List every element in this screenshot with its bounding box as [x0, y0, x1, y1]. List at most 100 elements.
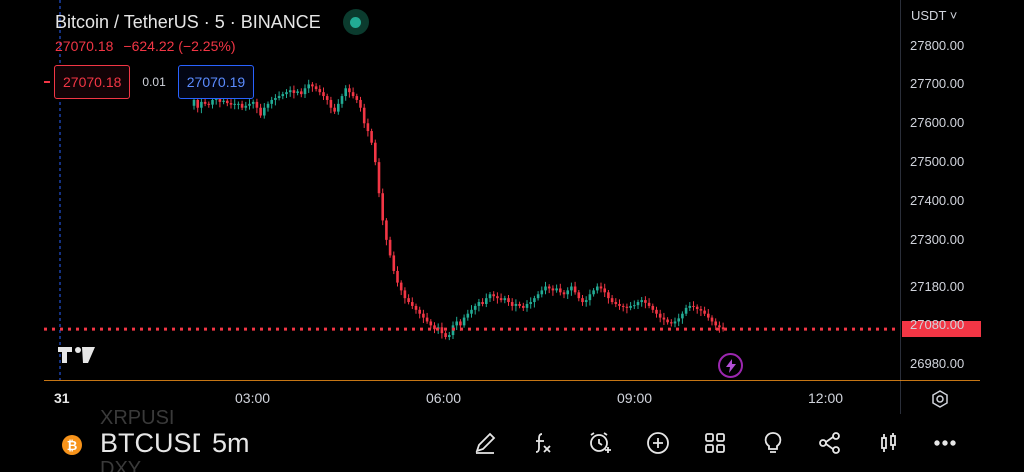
candle-body: [366, 123, 370, 132]
candle-body: [337, 103, 340, 112]
candle-body: [211, 99, 214, 105]
candle-body: [477, 302, 481, 306]
candle-body: [266, 103, 270, 108]
candle-body: [481, 302, 484, 304]
candle-body: [592, 290, 595, 295]
candle-body: [355, 96, 359, 100]
ghost-symbol-below: DXY: [100, 458, 142, 472]
candle-body: [429, 321, 433, 326]
candle-body: [462, 317, 466, 326]
candle-body: [240, 103, 244, 108]
add-icon[interactable]: [643, 428, 673, 458]
candle-body: [433, 325, 436, 330]
price-axis[interactable]: USDT ˅ 27800.00 27700.00 27600.00 27500.00 2…: [900, 0, 981, 414]
interval-selector[interactable]: 5m: [212, 428, 250, 458]
candle-body: [277, 96, 281, 99]
price-tick-label: 27080.00: [910, 317, 965, 333]
candle-body: [425, 317, 429, 322]
candle-body: [385, 220, 388, 240]
candle-body: [374, 142, 377, 163]
candle-body: [411, 302, 414, 306]
price-tick-label: 27400.00: [910, 193, 965, 208]
candle-body: [681, 313, 684, 319]
layouts-icon[interactable]: [700, 428, 730, 458]
bid-dash: [44, 81, 50, 83]
lightning-icon[interactable]: [718, 353, 743, 378]
indicators-icon[interactable]: [527, 428, 557, 458]
time-tick-label: 31: [54, 390, 70, 406]
candle-body: [640, 300, 643, 303]
candle-body: [525, 303, 529, 308]
candle-body: [348, 88, 351, 93]
price-tick-label: 27180.00: [910, 278, 965, 294]
candle-body: [522, 305, 525, 308]
candle-body: [655, 309, 658, 314]
candle-body: [607, 292, 610, 299]
last-price: 27070.18: [55, 38, 114, 54]
candle-body: [562, 292, 566, 295]
time-tick-label: 06:00: [426, 390, 462, 406]
candle-body: [699, 309, 703, 311]
candle-body: [396, 270, 399, 283]
candle-body: [333, 107, 336, 112]
candle-body: [233, 103, 236, 105]
candle-body: [555, 288, 558, 291]
candlestick-plot[interactable]: [44, 0, 900, 380]
candle-body: [292, 90, 296, 93]
candle-body: [547, 286, 551, 289]
candle-body: [540, 290, 544, 295]
chart-type-icon[interactable]: [873, 428, 903, 458]
share-icon[interactable]: [815, 428, 845, 458]
time-axis-line: [44, 380, 980, 381]
candle-body: [207, 103, 211, 105]
currency-selector[interactable]: USDT ˅: [911, 8, 958, 23]
chart-area[interactable]: [44, 0, 900, 380]
candle-body: [570, 286, 573, 291]
price-tick-label: 27300.00: [910, 231, 965, 247]
candle-body: [399, 282, 403, 291]
alert-icon[interactable]: [585, 428, 615, 458]
candle-body: [536, 294, 540, 299]
time-tick-label: 09:00: [617, 390, 653, 406]
candle-body: [473, 305, 477, 310]
candle-body: [658, 313, 662, 318]
bottom-toolbar: [0, 414, 1024, 472]
candle-body: [551, 288, 555, 291]
candle-body: [455, 321, 458, 326]
candle-body: [636, 302, 640, 306]
price-tick-label: 27600.00: [910, 115, 965, 131]
candle-body: [644, 300, 647, 303]
candle-body: [222, 100, 225, 102]
settings-icon[interactable]: [930, 389, 950, 409]
candle-body: [351, 92, 355, 97]
candle-body: [610, 298, 614, 303]
symbol-title[interactable]: Bitcoin / TetherUS · 5 · BINANCE: [55, 11, 321, 32]
candle-body: [229, 103, 233, 105]
candle-body: [403, 290, 407, 299]
sell-button[interactable]: 27070.18: [54, 65, 131, 99]
candle-body: [677, 318, 680, 322]
current-price-tag: [902, 321, 981, 338]
candle-body: [566, 290, 569, 295]
market-status-icon[interactable]: [342, 9, 369, 35]
candle-body: [618, 303, 621, 306]
candle-body: [440, 327, 444, 334]
ideas-icon[interactable]: [758, 428, 788, 458]
candle-body: [274, 98, 277, 100]
candle-body: [559, 288, 562, 293]
candle-body: [418, 309, 421, 314]
symbol-ticker[interactable]: BTCUSDT: [100, 428, 200, 458]
candle-body: [703, 310, 706, 314]
candle-body: [203, 101, 207, 104]
buy-button[interactable]: 27070.19: [177, 65, 255, 99]
candle-body: [629, 305, 632, 308]
draw-icon[interactable]: [470, 428, 500, 458]
price-tick-label: 27700.00: [910, 76, 965, 92]
price-tick-label: 26980.00: [910, 356, 965, 372]
more-icon[interactable]: [930, 428, 960, 458]
candle-body: [666, 319, 669, 323]
candle-body: [670, 322, 673, 324]
candle-body: [314, 86, 318, 90]
candle-body: [281, 94, 285, 97]
candle-body: [496, 296, 499, 299]
